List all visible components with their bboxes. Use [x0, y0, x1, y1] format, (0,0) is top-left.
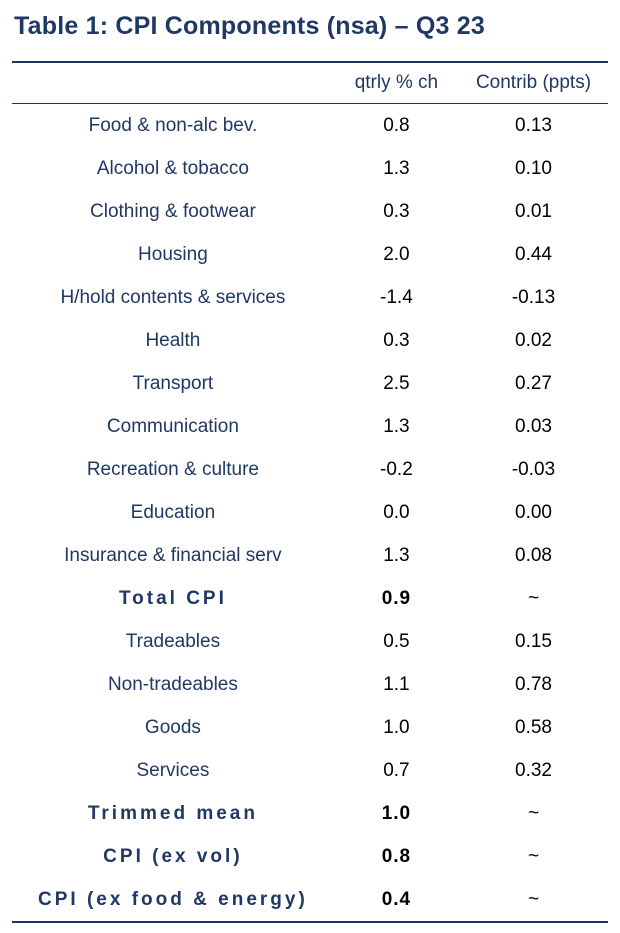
contrib-value: 0.13 [515, 114, 552, 136]
qtrly-value: 1.1 [383, 673, 410, 695]
table-row: Alcohol & tobacco 1.3 0.10 [12, 147, 608, 190]
contrib-value: 0.03 [515, 415, 552, 437]
contrib-value: 0.15 [515, 630, 552, 652]
table-row: Education 0.0 0.00 [12, 491, 608, 534]
table-row: Recreation & culture -0.2 -0.03 [12, 448, 608, 491]
contrib-value: 0.02 [515, 329, 552, 351]
qtrly-value: 1.0 [383, 716, 410, 738]
qtrly-value: 0.3 [383, 200, 410, 222]
qtrly-value: -1.4 [380, 286, 413, 308]
table-row: Insurance & financial serv 1.3 0.08 [12, 534, 608, 577]
component-label: Non-tradeables [107, 673, 238, 695]
contrib-value: 0.00 [515, 501, 552, 523]
qtrly-value: 2.0 [383, 243, 410, 265]
component-label: Food & non-alc bev. [88, 114, 258, 136]
table-row: Housing 2.0 0.44 [12, 233, 608, 276]
table-row-trimmed-mean: Trimmed mean 1.0 ~ [12, 792, 608, 835]
contrib-value: 0.78 [515, 673, 552, 695]
component-label: Tradeables [125, 630, 221, 652]
qtrly-value: -0.2 [380, 458, 413, 480]
table-row: H/hold contents & services -1.4 -0.13 [12, 276, 608, 319]
qtrly-value: 0.7 [383, 759, 410, 781]
table-row: Goods 1.0 0.58 [12, 706, 608, 749]
table-row: Transport 2.5 0.27 [12, 362, 608, 405]
component-label: CPI (ex vol) [103, 845, 243, 867]
table-row: Health 0.3 0.02 [12, 319, 608, 362]
component-label: Goods [144, 716, 201, 738]
table-row-total-cpi: Total CPI 0.9 ~ [12, 577, 608, 620]
qtrly-value: 0.8 [381, 845, 412, 867]
table-row: Food & non-alc bev. 0.8 0.13 [12, 104, 608, 148]
contrib-value: 0.32 [515, 759, 552, 781]
column-header-qtrly: qtrly % ch [354, 72, 439, 93]
qtrly-value: 1.3 [383, 157, 410, 179]
contrib-value: ~ [527, 845, 540, 867]
qtrly-value: 0.8 [383, 114, 410, 136]
table-row: Services 0.7 0.32 [12, 749, 608, 792]
table-row: Clothing & footwear 0.3 0.01 [12, 190, 608, 233]
component-label: Recreation & culture [86, 458, 259, 480]
contrib-value: ~ [527, 587, 540, 609]
qtrly-value: 2.5 [383, 372, 410, 394]
contrib-value: 0.10 [515, 157, 552, 179]
column-header-contrib: Contrib (ppts) [475, 72, 592, 93]
component-label: Trimmed mean [87, 802, 258, 824]
component-label: Housing [138, 243, 208, 265]
contrib-value: -0.03 [511, 458, 556, 480]
contrib-value: 0.58 [515, 716, 552, 738]
table-row-cpi-ex-vol: CPI (ex vol) 0.8 ~ [12, 835, 608, 878]
table-row: Communication 1.3 0.03 [12, 405, 608, 448]
cpi-components-table: qtrly % ch Contrib (ppts) Food & non-alc… [12, 61, 608, 923]
contrib-value: 0.01 [515, 200, 552, 222]
qtrly-value: 0.3 [383, 329, 410, 351]
component-label: Transport [132, 372, 214, 394]
column-header-component [12, 62, 334, 104]
contrib-value: 0.44 [515, 243, 552, 265]
component-label: Communication [106, 415, 239, 437]
qtrly-value: 0.0 [383, 501, 410, 523]
component-label: Health [145, 329, 201, 351]
component-label: Insurance & financial serv [64, 544, 282, 566]
contrib-value: 0.08 [515, 544, 552, 566]
page-title: Table 1: CPI Components (nsa) – Q3 23 [14, 12, 485, 40]
component-label: Clothing & footwear [90, 200, 256, 222]
contrib-value: ~ [527, 802, 540, 824]
component-label: Total CPI [118, 587, 227, 609]
qtrly-value: 1.3 [383, 415, 410, 437]
contrib-value: 0.27 [515, 372, 552, 394]
component-label: CPI (ex food & energy) [38, 888, 308, 910]
contrib-value: -0.13 [511, 286, 556, 308]
qtrly-value: 0.5 [383, 630, 410, 652]
table-row: Tradeables 0.5 0.15 [12, 620, 608, 663]
qtrly-value: 0.9 [381, 587, 412, 609]
qtrly-value: 1.3 [383, 544, 410, 566]
table-header-row: qtrly % ch Contrib (ppts) [12, 62, 608, 104]
contrib-value: ~ [527, 888, 540, 910]
qtrly-value: 0.4 [381, 888, 412, 910]
table-row-cpi-ex-food-energy: CPI (ex food & energy) 0.4 ~ [12, 878, 608, 922]
component-label: Services [136, 759, 210, 781]
component-label: H/hold contents & services [60, 286, 286, 308]
component-label: Alcohol & tobacco [96, 157, 249, 179]
table-row: Non-tradeables 1.1 0.78 [12, 663, 608, 706]
component-label: Education [130, 501, 216, 523]
qtrly-value: 1.0 [381, 802, 412, 824]
